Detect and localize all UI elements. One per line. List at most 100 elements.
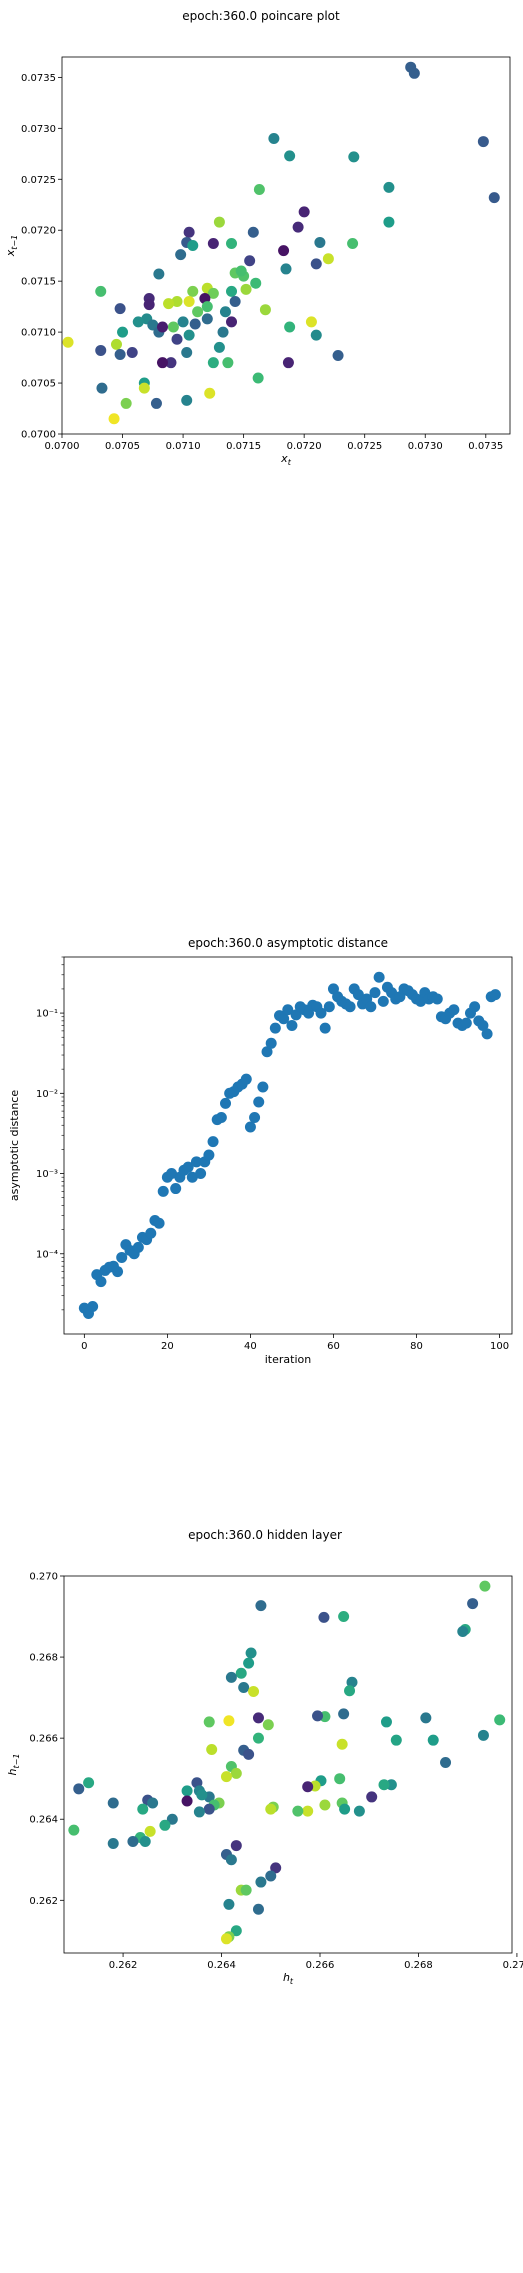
scatter-point [215, 1111, 227, 1123]
scatter-point [217, 326, 229, 338]
x-tick-label: 0.270 [503, 1960, 523, 1971]
scatter-point [323, 1001, 335, 1013]
scatter-point [352, 989, 364, 1001]
x-tick-label: 0.262 [109, 1960, 138, 1971]
scatter-point [255, 1600, 267, 1612]
scatter-point [286, 1020, 298, 1032]
scatter-point [240, 1884, 252, 1896]
scatter-point [477, 136, 489, 148]
scatter-point [157, 1185, 169, 1197]
scatter-point [225, 1671, 237, 1683]
scatter-point [144, 1825, 156, 1837]
scatter-point [171, 296, 183, 308]
x-tick-label: 0.266 [306, 1960, 335, 1971]
poincare-plot: epoch:360.0 poincare plot 0.0700 0.0705 0.0… [4, 9, 511, 467]
scatter-point [87, 1301, 99, 1313]
scatter-point [278, 1013, 290, 1025]
scatter-point [240, 1073, 252, 1085]
scatter-point [427, 1734, 439, 1746]
scatter-point [310, 329, 322, 341]
y-tick-label: 0.0700 [21, 430, 56, 441]
scatter-point [219, 306, 231, 318]
scatter-point [186, 1171, 198, 1183]
x-tick-label: 100 [490, 1341, 509, 1352]
scatter-point [165, 357, 177, 369]
y-axis-label: asymptotic distance [8, 1090, 21, 1201]
scatter-point [278, 245, 290, 257]
scatter-point [206, 1744, 218, 1756]
scatter-point [250, 277, 262, 289]
scatter-point [114, 349, 126, 361]
scatter-point [262, 1719, 274, 1731]
scatter-point [95, 1276, 107, 1288]
scatter-point [346, 1676, 358, 1688]
x-tick-label: 0.0705 [105, 441, 140, 452]
scatter-point [477, 1729, 489, 1741]
scatter-point [253, 1096, 265, 1108]
scatter-point [127, 1836, 139, 1848]
scatter-point [150, 397, 162, 409]
scatter-point [249, 1111, 261, 1123]
scatter-point [181, 394, 193, 406]
scatter-point [220, 1933, 232, 1945]
scatter-point [192, 306, 204, 318]
scatter-point [248, 1686, 260, 1698]
scatter-point [175, 249, 187, 261]
y-tick-label: 0.266 [29, 1734, 58, 1745]
scatter-point [252, 1732, 264, 1744]
scatter-point [166, 1813, 178, 1825]
scatter-point [117, 326, 129, 338]
scatter-point [223, 1898, 235, 1910]
scatter-point [431, 993, 443, 1005]
scatter-point [247, 226, 259, 238]
scatter-point [252, 1712, 264, 1724]
x-tick-label: 0.0715 [226, 441, 261, 452]
scatter-point [137, 1803, 149, 1815]
scatter-point [243, 1748, 255, 1760]
scatter-point [181, 1785, 193, 1797]
scatter-point [302, 1805, 314, 1817]
scatter-point [107, 1797, 119, 1809]
scatter-point [62, 336, 74, 348]
scatter-point [203, 1149, 215, 1161]
y-tick-label: 0.0735 [21, 73, 56, 84]
scatter-point [338, 1611, 350, 1623]
scatter-point [166, 1168, 178, 1180]
scatter-point [110, 338, 122, 350]
y-tick-label: 0.0705 [21, 379, 56, 390]
scatter-point [369, 987, 381, 999]
y-axis-label: ht−1 [6, 1754, 21, 1776]
scatter-point [156, 321, 168, 333]
scatter-point [167, 321, 179, 333]
scatter-point [96, 382, 108, 394]
scatter-point [489, 989, 501, 1001]
scatter-point [139, 1836, 151, 1848]
scatter-point [181, 346, 193, 358]
x-tick-label: 0.0730 [408, 441, 443, 452]
x-tick-label: 0.0735 [468, 441, 503, 452]
y-tick-label: 0.0715 [21, 277, 56, 288]
scatter-point [253, 183, 265, 195]
scatter-point [68, 1824, 80, 1836]
x-tick-label: 0.268 [404, 1960, 433, 1971]
scatter-point [390, 1734, 402, 1746]
x-axis-label: iteration [265, 1353, 311, 1366]
scatter-point [183, 296, 195, 308]
scatter-point [171, 333, 183, 345]
scatter-point [488, 192, 500, 204]
scatter-point [181, 1795, 193, 1807]
scatter-point [126, 346, 138, 358]
y-tick-label: 10⁻¹ [36, 1009, 58, 1020]
scatter-point [230, 1925, 242, 1937]
x-axis-label: xt [280, 452, 292, 467]
scatter-point [203, 1716, 215, 1728]
x-tick-label: 0 [81, 1341, 87, 1352]
scatter-point [305, 316, 317, 328]
scatter-point [373, 971, 385, 983]
scatter-point [213, 341, 225, 353]
scatter-point [240, 283, 252, 295]
scatter-point [187, 285, 199, 297]
y-tick-label: 0.0730 [21, 124, 56, 135]
y-tick-label: 0.264 [29, 1815, 58, 1826]
scatter-point [112, 1266, 124, 1278]
